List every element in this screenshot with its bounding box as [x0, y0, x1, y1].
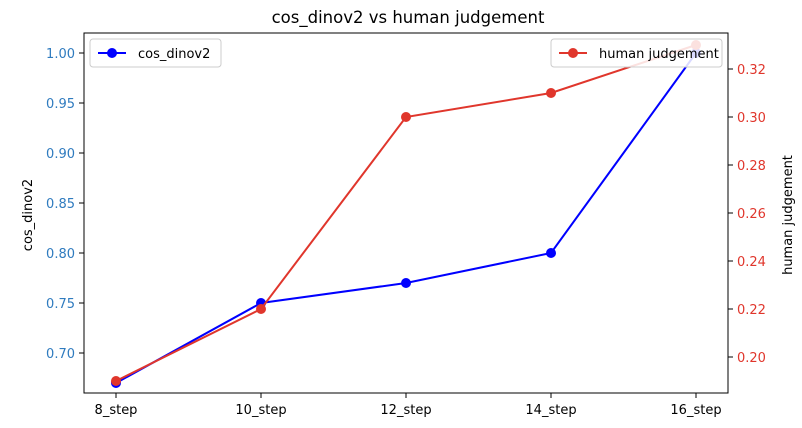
right-tick-label: 0.24 [737, 255, 766, 270]
left-tick-label: 0.95 [46, 97, 75, 112]
left-tick-label: 1.00 [46, 47, 75, 62]
x-tick-label: 14_step [525, 403, 576, 418]
left-tick-label: 0.70 [46, 347, 75, 362]
x-tick-label: 12_step [380, 403, 431, 418]
left-tick-label: 0.80 [46, 247, 75, 262]
human-judgement-line [115, 44, 697, 382]
human-judgement-point [546, 88, 556, 98]
left-axis-label: cos_dinov2 [21, 179, 36, 251]
right-tick-label: 0.22 [737, 303, 766, 318]
right-axis-ticks: 0.20 0.22 0.24 0.26 0.28 0.30 0.32 [728, 63, 766, 366]
left-tick-label: 0.90 [46, 147, 75, 162]
human-judgement-legend: human judgement [550, 38, 723, 68]
legend-layer: cos_dinov2 human judgement [89, 38, 723, 68]
right-tick-label: 0.20 [737, 351, 766, 366]
chart-title: cos_dinov2 vs human judgement [272, 8, 545, 28]
legend-box [550, 38, 723, 68]
left-tick-label: 0.75 [46, 297, 75, 312]
cos-dinov2-point [401, 278, 411, 288]
x-tick-label: 8_step [95, 403, 138, 418]
plot-frame [83, 32, 729, 394]
right-tick-label: 0.26 [737, 207, 766, 222]
legend-marker [107, 48, 117, 58]
x-tick-label: 16_step [670, 403, 721, 418]
x-tick-label: 10_step [235, 403, 286, 418]
legend-label: human judgement [599, 47, 719, 62]
legend-box [89, 38, 222, 68]
cos-dinov2-point [546, 248, 556, 258]
series-layer [111, 40, 701, 388]
legend-marker [568, 48, 578, 58]
x-axis-ticks: 8_step 10_step 12_step 14_step 16_step [95, 393, 722, 418]
right-axis-label: human judgement [781, 155, 796, 275]
right-tick-label: 0.30 [737, 111, 766, 126]
right-tick-label: 0.28 [737, 159, 766, 174]
left-tick-label: 0.85 [46, 197, 75, 212]
left-axis-ticks: 0.70 0.75 0.80 0.85 0.90 0.95 1.00 [46, 47, 84, 362]
human-judgement-point [401, 112, 411, 122]
human-judgement-point [256, 304, 266, 314]
cos-dinov2-legend: cos_dinov2 [89, 38, 222, 68]
human-judgement-point [111, 376, 121, 386]
cos-dinov2-line [115, 52, 697, 384]
legend-label: cos_dinov2 [138, 47, 210, 62]
right-tick-label: 0.32 [737, 63, 766, 78]
